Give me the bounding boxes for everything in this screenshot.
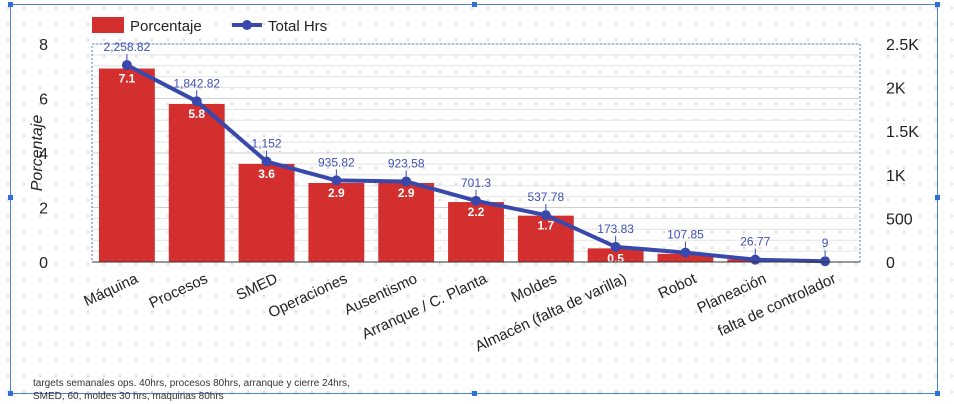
bar-data-label: 1.7 [537,219,554,233]
line-series [121,60,831,267]
resize-handle-left[interactable] [8,195,13,200]
line-data-label: 1,152 [252,137,282,151]
y-axis-title: Porcentaje [29,115,46,192]
bar[interactable] [587,248,644,262]
x-tick-label: Operaciones [266,270,350,321]
x-tick-label: Procesos [147,270,211,312]
x-tick-label: SMED [234,270,281,304]
line-data-label: 537.78 [527,190,564,204]
bar-data-label: 7.1 [119,72,136,86]
line-data-label: 923.58 [388,156,425,170]
y2-tick-label: 0 [886,255,895,272]
line-point[interactable] [680,247,691,258]
bar-data-label: 2.9 [398,186,415,200]
bar[interactable] [168,103,225,262]
y-tick-label: 4 [39,146,48,163]
bar-data-labels: 7.1 5.8 3.6 2.9 2.9 2.2 1.7 0.5 [119,72,625,266]
chart-selection-frame[interactable] [8,2,940,396]
line-data-label: 2,258.82 [104,40,151,54]
line-data-label: 107.85 [667,228,704,242]
bar[interactable] [238,163,295,262]
legend-swatch-bar[interactable] [92,17,124,33]
bar[interactable] [308,182,365,262]
bar[interactable] [657,253,714,262]
line-data-label: 701.3 [461,176,491,190]
line-point[interactable] [820,256,831,267]
line-point[interactable] [261,156,272,167]
line-point[interactable] [750,254,761,265]
x-tick-label: Robot [656,270,700,303]
y2-tick-label: 2.5K [886,37,919,54]
x-tick-label: Máquina [81,270,141,310]
line-point[interactable] [471,195,481,206]
y-tick-label: 6 [39,92,48,109]
line-point[interactable] [121,60,132,71]
line-point[interactable] [331,175,342,186]
bar-data-label: 2.2 [468,205,485,219]
bar-series [98,68,784,263]
x-tick-label: Arranque / C. Planta [359,270,490,343]
line-point[interactable] [401,176,412,187]
line-data-label: 935.82 [318,155,355,169]
resize-handle-right[interactable] [935,195,940,200]
line-data-labels: 2,258.82 1,842.82 1,152 935.82 923.58 701.3 53… [104,40,829,257]
y2-tick-label: 500 [886,211,913,228]
line-data-label: 9 [822,236,829,250]
footnote: targets semanales ops. 40hrs, procesos 8… [33,378,350,402]
y2-tick-label: 1K [886,168,906,185]
bar-data-label: 5.8 [188,107,205,121]
resize-handle-top-right[interactable] [935,2,940,7]
bar[interactable] [98,68,155,263]
line-point[interactable] [610,241,621,252]
resize-handle-bottom-left[interactable] [8,391,13,396]
legend-label[interactable]: Porcentaje [130,18,202,35]
line-data-label: 173.83 [597,222,634,236]
line-point[interactable] [540,210,551,221]
bar-data-label: 0.5 [607,251,624,265]
line-data-label: 26.77 [740,235,770,249]
bar-data-label: 2.9 [328,186,345,200]
legend[interactable]: Porcentaje Total Hrs [92,17,327,35]
resize-handle-bottom-right[interactable] [935,391,940,396]
resize-handle-bottom[interactable] [472,391,477,396]
bar[interactable] [378,182,435,262]
resize-handle-top[interactable] [472,2,477,7]
resize-handle-top-left[interactable] [8,2,13,7]
x-tick-label: Moldes [508,270,559,306]
y2-tick-label: 1.5K [886,124,919,141]
y-tick-label: 8 [39,37,48,54]
y2-tick-label: 2K [886,81,906,98]
bar[interactable] [448,202,504,262]
bar-data-label: 3.6 [258,167,275,181]
line-point[interactable] [191,96,202,107]
line-data-label: 1,842.82 [173,76,220,90]
y-tick-label: 2 [39,201,48,218]
legend-swatch-marker[interactable] [242,20,252,30]
legend-label[interactable]: Total Hrs [268,18,327,35]
x-tick-label: falta de controlador [715,270,839,340]
y-tick-label: 0 [39,255,48,272]
